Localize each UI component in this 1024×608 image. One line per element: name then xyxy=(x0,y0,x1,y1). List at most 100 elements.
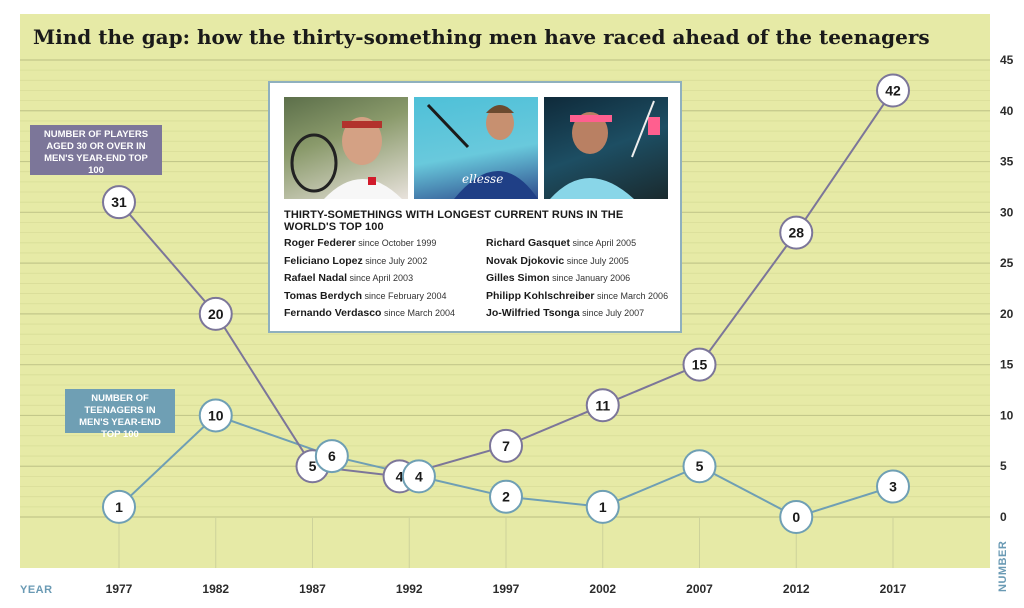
data-label: 20 xyxy=(208,306,224,322)
player-photo: ellesse xyxy=(414,97,538,199)
player-entry: Philipp Kohlschreiber since March 2006 xyxy=(486,288,676,306)
player-entry: Rafael Nadal since April 2003 xyxy=(284,270,484,288)
data-point: 28 xyxy=(779,215,814,250)
data-point: 15 xyxy=(682,347,717,382)
data-point: 3 xyxy=(876,469,910,504)
data-point: 20 xyxy=(198,296,233,331)
y-tick-label: 0 xyxy=(1000,510,1007,524)
data-point-marker xyxy=(314,439,349,474)
player-name: Novak Djokovic xyxy=(486,254,565,267)
player-name: Gilles Simon xyxy=(486,272,550,284)
x-tick-label: 1987 xyxy=(299,582,326,596)
photo-strip: ellesse xyxy=(284,97,668,199)
data-point-marker xyxy=(876,469,910,504)
player-name: Jo-Wilfried Tsonga xyxy=(486,307,580,319)
y-tick-label: 30 xyxy=(1000,205,1014,219)
x-tick-label: 1992 xyxy=(396,582,423,596)
y-tick-label: 20 xyxy=(1000,307,1014,321)
data-label: 42 xyxy=(885,82,901,98)
player-since: since April 2005 xyxy=(570,238,637,248)
x-tick-label: 1982 xyxy=(202,582,229,596)
x-tick-label: 1997 xyxy=(493,582,520,596)
data-point: 6 xyxy=(314,439,349,474)
data-label: 3 xyxy=(889,479,897,495)
x-tick-label: 1977 xyxy=(106,582,133,596)
data-point: 1 xyxy=(585,489,620,524)
data-label: 4 xyxy=(396,468,404,484)
data-label: 2 xyxy=(502,489,510,505)
player-entry: Gilles Simon since January 2006 xyxy=(486,270,676,288)
data-point: 1 xyxy=(102,489,136,524)
x-axis-ticks: 1977 1982 1987 1992 1997 2002 2007 2012 2017 xyxy=(106,582,907,596)
data-label: 15 xyxy=(692,357,708,373)
data-point: 10 xyxy=(198,398,233,433)
y-tick-label: 25 xyxy=(1000,256,1014,270)
teen-callout: NUMBER OF TEENAGERS IN MEN'S YEAR-END TO… xyxy=(65,389,175,440)
data-label: 5 xyxy=(696,458,704,474)
data-label: 7 xyxy=(502,438,510,454)
x-tick-label: 2002 xyxy=(589,582,616,596)
x-tick-label: 2012 xyxy=(783,582,810,596)
data-point-marker xyxy=(401,459,436,494)
data-point-marker xyxy=(102,185,136,220)
player-since: since October 1999 xyxy=(355,238,437,248)
chart-title: Mind the gap: how the thirty-something m… xyxy=(33,25,930,49)
player-name: Roger Federer xyxy=(284,237,356,249)
data-point-marker xyxy=(585,489,620,524)
data-point-marker xyxy=(198,398,233,433)
y-tick-label: 40 xyxy=(1000,104,1014,118)
data-label: 4 xyxy=(415,468,423,484)
data-point: 11 xyxy=(585,388,620,423)
player-entry: Roger Federer since October 1999 xyxy=(284,235,484,253)
data-label: 1 xyxy=(599,499,607,515)
player-entry: Novak Djokovic since July 2005 xyxy=(486,253,676,271)
player-since: since March 2006 xyxy=(594,290,669,301)
data-point-marker xyxy=(682,347,717,382)
player-name: Rafael Nadal xyxy=(284,272,348,284)
player-entry: Feliciano Lopez since July 2002 xyxy=(284,253,484,271)
player-since: since July 2002 xyxy=(362,255,428,266)
player-name: Tomas Berdych xyxy=(284,289,362,302)
data-point-marker xyxy=(585,388,620,423)
data-label: 0 xyxy=(792,509,800,525)
data-point: 42 xyxy=(876,73,910,108)
player-entry: Fernando Verdasco since March 2004 xyxy=(284,305,484,323)
player-name: Feliciano Lopez xyxy=(284,254,363,267)
player-photo-illustration xyxy=(290,117,402,199)
player-photo-illustration: ellesse xyxy=(426,103,538,199)
data-point-marker xyxy=(489,479,523,514)
y-tick-label: 10 xyxy=(1000,408,1014,422)
data-point: 2 xyxy=(489,479,523,514)
player-list-left: Roger Federer since October 1999 Felician… xyxy=(284,235,484,323)
player-name: Philipp Kohlschreiber xyxy=(486,289,595,302)
data-point: 7 xyxy=(489,428,523,463)
y-axis-label: NUMBER xyxy=(997,541,1009,592)
y-tick-label: 45 xyxy=(1000,53,1014,67)
player-since: since January 2006 xyxy=(549,273,631,283)
panel-heading: THIRTY-SOMETHINGS WITH LONGEST CURRENT R… xyxy=(284,209,624,233)
data-point: 31 xyxy=(102,185,136,220)
data-point-marker xyxy=(779,215,814,250)
info-panel: ellesse THIRTY-SOMETHINGS WITH LONGEST C… xyxy=(268,81,682,333)
player-photo xyxy=(284,97,408,199)
data-point: 0 xyxy=(779,500,814,534)
player-name: Richard Gasquet xyxy=(486,237,571,249)
data-point-marker xyxy=(876,73,910,108)
x-tick-label: 2017 xyxy=(880,582,907,596)
player-since: since April 2003 xyxy=(347,273,414,283)
data-label: 6 xyxy=(328,448,336,464)
data-label: 28 xyxy=(788,225,804,241)
player-since: since February 2004 xyxy=(362,290,447,301)
y-tick-label: 15 xyxy=(1000,358,1014,372)
player-list-right: Richard Gasquet since April 2005 Novak Dj… xyxy=(486,235,676,323)
y-tick-label: 5 xyxy=(1000,459,1007,473)
player-entry: Richard Gasquet since April 2005 xyxy=(486,235,676,253)
y-axis-ticks: 0 5 10 15 20 25 30 35 40 45 xyxy=(1000,53,1014,524)
data-point-marker xyxy=(489,428,523,463)
data-label: 11 xyxy=(595,397,610,413)
player-since: since July 2005 xyxy=(564,255,629,266)
player-photo-illustration xyxy=(550,100,660,199)
